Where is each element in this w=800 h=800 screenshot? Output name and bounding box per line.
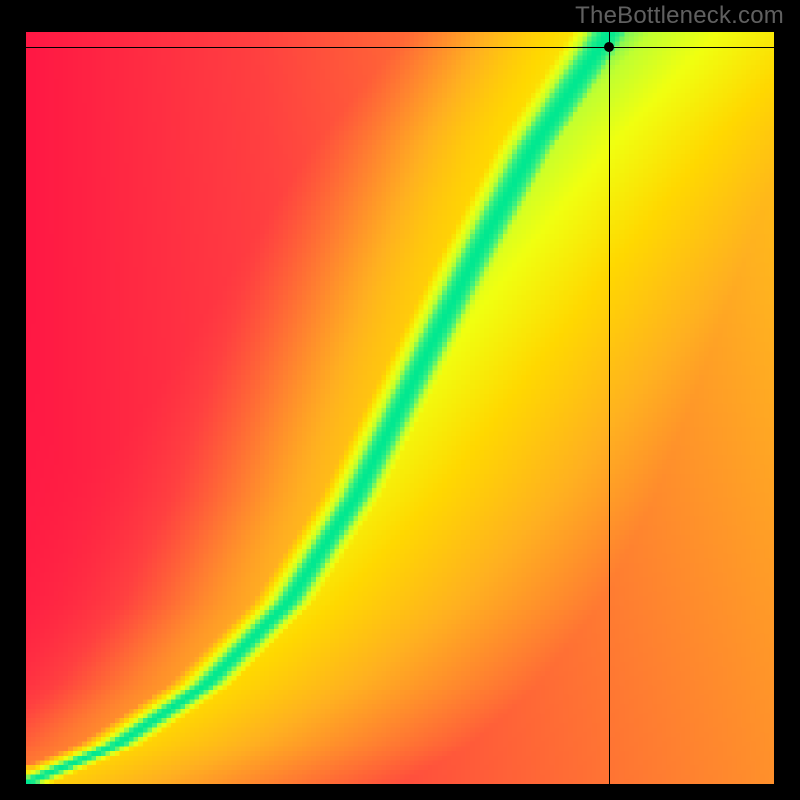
chart-container: TheBottleneck.com	[0, 0, 800, 800]
crosshair-vertical	[609, 32, 610, 784]
bottleneck-heatmap	[26, 32, 774, 784]
crosshair-horizontal	[26, 47, 774, 48]
watermark-text: TheBottleneck.com	[575, 2, 784, 30]
